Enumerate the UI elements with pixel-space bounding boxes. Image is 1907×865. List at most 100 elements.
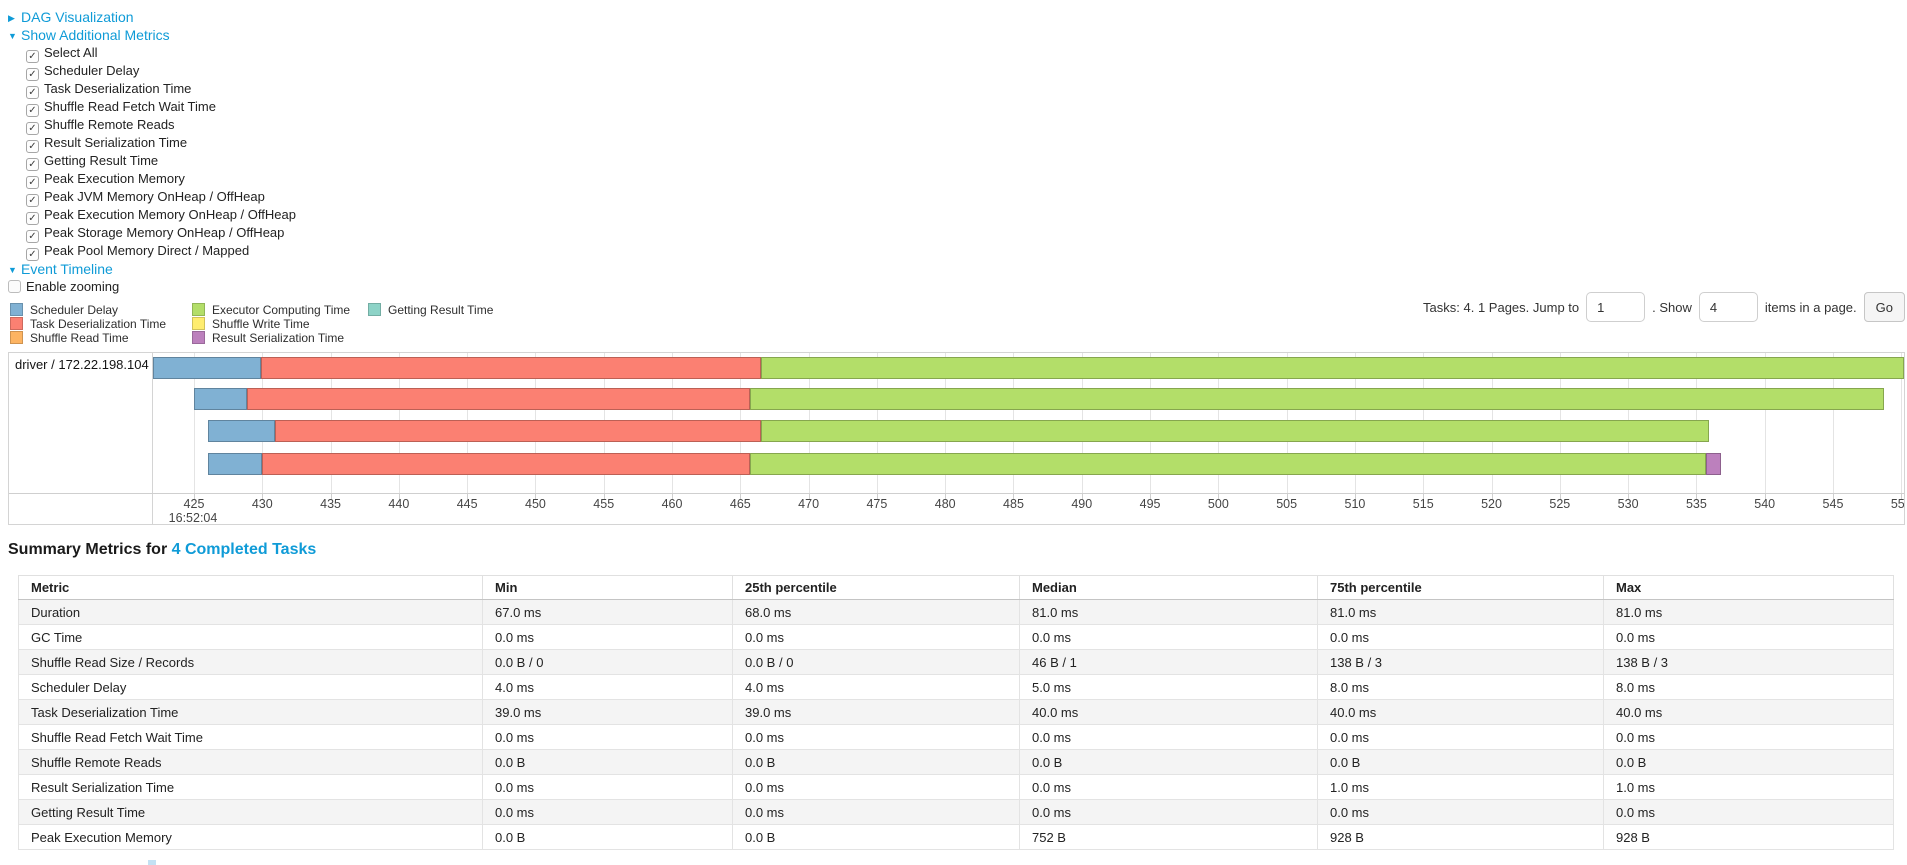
timeline-tickmark xyxy=(808,494,810,499)
checkbox-checked-icon[interactable]: ✓ xyxy=(26,50,39,63)
metric-checkbox-label: Peak Pool Memory Direct / Mapped xyxy=(44,243,250,258)
checkbox-unchecked-icon[interactable] xyxy=(8,280,21,293)
tasks-info-label: Tasks: 4. 1 Pages. Jump to xyxy=(1423,299,1580,315)
items-per-page-label: items in a page. xyxy=(1764,299,1857,315)
metric-value-cell: 40.0 ms xyxy=(1317,699,1604,725)
legend-label: Executor Computing Time xyxy=(212,303,351,317)
task_deserialization-swatch-icon xyxy=(10,317,23,330)
metric-checkbox-task-deserialization-time[interactable]: ✓ Task Deserialization Time xyxy=(8,80,296,99)
metric-value-cell: 0.0 ms xyxy=(732,799,1020,825)
checkbox-checked-icon[interactable]: ✓ xyxy=(26,68,39,81)
task-4-segment-task_deserialization[interactable] xyxy=(262,453,750,475)
metric-checkbox-peak-execution-memory-onheap-offheap[interactable]: ✓ Peak Execution Memory OnHeap / OffHeap xyxy=(8,206,296,225)
timeline-tickmark xyxy=(467,494,469,499)
task-1-segment-scheduler_delay[interactable] xyxy=(153,357,261,379)
completed-tasks-link[interactable]: 4 Completed Tasks xyxy=(171,541,317,558)
checkbox-checked-icon[interactable]: ✓ xyxy=(26,104,39,117)
checkbox-checked-icon[interactable]: ✓ xyxy=(26,122,39,135)
metric-value-cell: 0.0 ms xyxy=(482,799,733,825)
event-timeline-toggle[interactable]: ▼ Event Timeline xyxy=(8,260,296,278)
legend-item-executor_computing: Executor Computing Time xyxy=(192,303,368,317)
timeline-axis-labels: 425 430 435 440 445 450 455 460 465 470 475 480 485 4… xyxy=(153,494,1904,524)
timeline-tick-label: 510 xyxy=(1344,497,1366,511)
task-3-segment-scheduler_delay[interactable] xyxy=(207,420,275,442)
timeline-tick-label: 540 xyxy=(1754,497,1776,511)
column-header-75th-percentile: 75th percentile xyxy=(1317,575,1604,600)
task-2-segment-executor_computing[interactable] xyxy=(749,388,1884,410)
checkbox-checked-icon[interactable]: ✓ xyxy=(26,194,39,207)
metric-checkbox-label: Peak Execution Memory OnHeap / OffHeap xyxy=(44,207,296,222)
timeline-tickmark xyxy=(876,494,878,499)
event-timeline-link[interactable]: Event Timeline xyxy=(21,261,113,277)
checkbox-checked-icon[interactable]: ✓ xyxy=(26,230,39,243)
jump-to-page-input[interactable] xyxy=(1586,292,1646,322)
checkbox-checked-icon[interactable]: ✓ xyxy=(26,212,39,225)
dag-visualization-toggle[interactable]: ▶ DAG Visualization xyxy=(8,8,296,26)
metric-value-cell: 0.0 ms xyxy=(1019,774,1318,800)
task-4-segment-scheduler_delay[interactable] xyxy=(207,453,263,475)
metric-checkbox-getting-result-time[interactable]: ✓ Getting Result Time xyxy=(8,152,296,171)
timeline-tickmark xyxy=(740,494,742,499)
timeline-tickmark xyxy=(1696,494,1698,499)
clipped-element-artifact xyxy=(148,860,156,865)
column-header-metric: Metric xyxy=(18,575,483,600)
checkbox-checked-icon[interactable]: ✓ xyxy=(26,248,39,261)
metric-checkbox-peak-execution-memory[interactable]: ✓ Peak Execution Memory xyxy=(8,170,296,189)
checkbox-checked-icon[interactable]: ✓ xyxy=(26,86,39,99)
metric-checkbox-peak-pool-memory-direct-mapped[interactable]: ✓ Peak Pool Memory Direct / Mapped xyxy=(8,242,296,261)
task-3-segment-task_deserialization[interactable] xyxy=(274,420,761,442)
timeline-tick-label: 520 xyxy=(1481,497,1502,511)
task-4-segment-result_serialization[interactable] xyxy=(1705,453,1721,475)
timeline-tickmark xyxy=(1832,494,1834,499)
metric-checkbox-result-serialization-time[interactable]: ✓ Result Serialization Time xyxy=(8,134,296,153)
checkbox-checked-icon[interactable]: ✓ xyxy=(26,158,39,171)
metric-value-cell: 0.0 ms xyxy=(1603,724,1894,750)
metric-checkbox-peak-jvm-memory-onheap-offheap[interactable]: ✓ Peak JVM Memory OnHeap / OffHeap xyxy=(8,188,296,207)
task-3-segment-executor_computing[interactable] xyxy=(760,420,1709,442)
task-1-segment-task_deserialization[interactable] xyxy=(260,357,761,379)
metric-value-cell: 0.0 B xyxy=(732,749,1020,775)
enable-zooming-checkbox[interactable]: Enable zooming xyxy=(8,278,296,296)
metric-name-cell: Shuffle Read Fetch Wait Time xyxy=(18,724,483,750)
metric-value-cell: 0.0 ms xyxy=(482,724,733,750)
task-2-segment-task_deserialization[interactable] xyxy=(247,388,750,410)
metric-value-cell: 0.0 ms xyxy=(732,724,1020,750)
checkbox-checked-icon[interactable]: ✓ xyxy=(26,140,39,153)
table-row-task-deserialization-time: Task Deserialization Time 39.0 ms 39.0 ms 4… xyxy=(18,699,1894,725)
timeline-tick-label: 505 xyxy=(1276,497,1298,511)
metric-checkbox-label: Scheduler Delay xyxy=(44,63,140,78)
table-header-row: Metric Min 25th percentile Median 75th perce… xyxy=(18,575,1894,600)
show-additional-metrics-toggle[interactable]: ▼ Show Additional Metrics xyxy=(8,26,296,44)
metric-checkbox-select-all[interactable]: ✓ Select All xyxy=(8,44,296,63)
metric-name-cell: Duration xyxy=(18,599,483,625)
metric-checkbox-shuffle-remote-reads[interactable]: ✓ Shuffle Remote Reads xyxy=(8,116,296,135)
metric-checkbox-shuffle-read-fetch-wait-time[interactable]: ✓ Shuffle Read Fetch Wait Time xyxy=(8,98,296,117)
metric-checkbox-label: Select All xyxy=(44,45,98,60)
task-4-segment-executor_computing[interactable] xyxy=(749,453,1706,475)
task-1-segment-executor_computing[interactable] xyxy=(760,357,1904,379)
go-button[interactable]: Go xyxy=(1863,292,1905,322)
items-per-page-input[interactable] xyxy=(1698,292,1758,322)
metric-value-cell: 81.0 ms xyxy=(1019,599,1318,625)
metric-checkbox-peak-storage-memory-onheap-offheap[interactable]: ✓ Peak Storage Memory OnHeap / OffHeap xyxy=(8,224,296,243)
timeline-tick-label: 530 xyxy=(1617,497,1639,511)
metric-name-cell: Scheduler Delay xyxy=(18,674,483,700)
metric-value-cell: 0.0 ms xyxy=(732,774,1020,800)
legend-label: Result Serialization Time xyxy=(212,331,345,345)
timeline-tick-label: 455 xyxy=(593,497,615,511)
task-2-segment-scheduler_delay[interactable] xyxy=(193,388,248,410)
timeline-tick-label: 445 xyxy=(456,497,478,511)
checkbox-checked-icon[interactable]: ✓ xyxy=(26,176,39,189)
metric-checkbox-label: Shuffle Read Fetch Wait Time xyxy=(44,99,216,114)
metric-checkbox-scheduler-delay[interactable]: ✓ Scheduler Delay xyxy=(8,62,296,81)
metric-value-cell: 0.0 B / 0 xyxy=(482,649,733,675)
timeline-tickmark xyxy=(1764,494,1766,499)
scheduler_delay-swatch-icon xyxy=(10,303,23,316)
dag-visualization-link[interactable]: DAG Visualization xyxy=(21,9,134,25)
column-header-min: Min xyxy=(482,575,733,600)
show-additional-metrics-link[interactable]: Show Additional Metrics xyxy=(21,27,170,43)
timeline-tick-label: 515 xyxy=(1412,497,1434,511)
getting_result-swatch-icon xyxy=(368,303,381,316)
legend-label: Task Deserialization Time xyxy=(30,317,167,331)
